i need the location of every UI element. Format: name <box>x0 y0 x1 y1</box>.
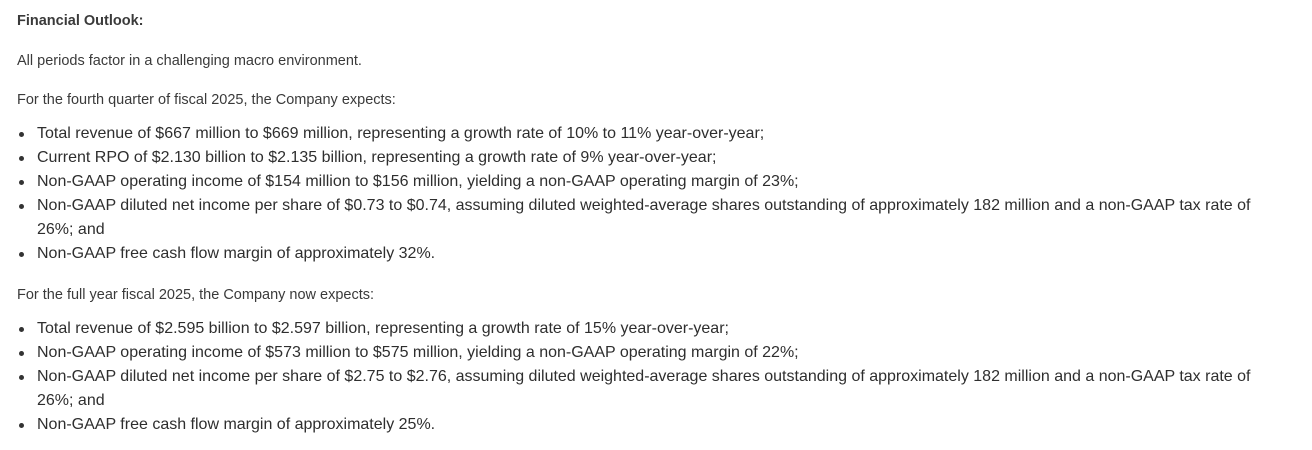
fy-outlook-label: For the full year fiscal 2025, the Compa… <box>17 287 375 303</box>
list-item: Non-GAAP diluted net income per share of… <box>17 365 1295 413</box>
list-item: Total revenue of $667 million to $669 mi… <box>17 122 1295 146</box>
list-item: Current RPO of $2.130 billion to $2.135 … <box>17 146 1295 170</box>
q4-outlook-list: Total revenue of $667 million to $669 mi… <box>17 122 1295 266</box>
list-item: Non-GAAP free cash flow margin of approx… <box>17 242 1295 266</box>
q4-outlook-label: For the fourth quarter of fiscal 2025, t… <box>17 92 396 108</box>
list-item: Non-GAAP operating income of $573 millio… <box>17 341 1295 365</box>
intro-paragraph: All periods factor in a challenging macr… <box>17 53 362 69</box>
fy-outlook-list: Total revenue of $2.595 billion to $2.59… <box>17 317 1295 437</box>
list-item: Non-GAAP free cash flow margin of approx… <box>17 413 1295 437</box>
section-heading: Financial Outlook: <box>17 13 144 29</box>
list-item: Total revenue of $2.595 billion to $2.59… <box>17 317 1295 341</box>
list-item: Non-GAAP diluted net income per share of… <box>17 194 1295 242</box>
list-item: Non-GAAP operating income of $154 millio… <box>17 170 1295 194</box>
document: Financial Outlook: All periods factor in… <box>17 13 1295 437</box>
